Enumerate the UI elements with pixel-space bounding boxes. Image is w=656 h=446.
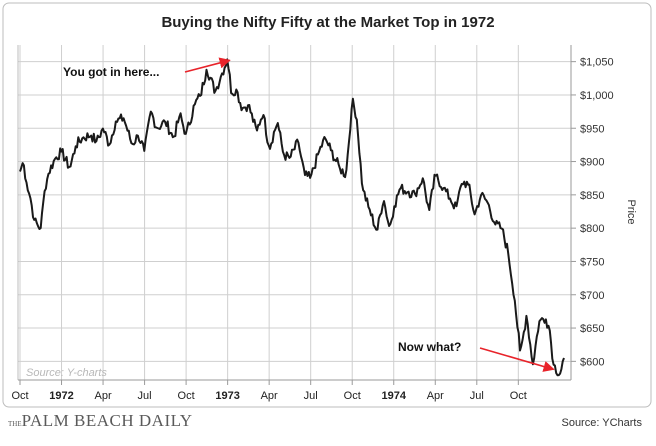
y-axis-label: Price bbox=[625, 199, 637, 224]
chart-frame bbox=[2, 2, 652, 408]
x-tick-label: Oct bbox=[11, 390, 28, 402]
y-tick-label: $600 bbox=[580, 356, 604, 368]
x-tick-label: 1974 bbox=[381, 390, 406, 402]
x-tick-label: Oct bbox=[344, 390, 361, 402]
x-tick-label: Apr bbox=[261, 390, 278, 402]
x-tick-label: Jul bbox=[470, 390, 484, 402]
y-tick-label: $700 bbox=[580, 290, 604, 302]
x-tick-label: 1973 bbox=[215, 390, 239, 402]
y-tick-label: $800 bbox=[580, 223, 604, 235]
logo-prefix: THE bbox=[8, 420, 22, 428]
grid-lines bbox=[18, 45, 571, 380]
x-tick-label: Oct bbox=[178, 390, 195, 402]
y-tick-label: $950 bbox=[580, 123, 604, 135]
x-tick-label: Apr bbox=[427, 390, 444, 402]
annotation-arrow-bottom bbox=[479, 347, 555, 372]
y-tick-label: $1,000 bbox=[580, 90, 614, 102]
price-series-line bbox=[19, 58, 565, 377]
y-axis: $600 $650 $700 $750 $800 $850 $900 $950 $1,000 $1… bbox=[571, 57, 614, 368]
annotation-now-what: Now what? bbox=[398, 340, 461, 354]
y-tick-label: $1,050 bbox=[580, 57, 614, 69]
x-axis: Oct 1972 Apr Jul Oct 1973 Apr Jul Oct 1974 Apr Jul O… bbox=[11, 380, 527, 402]
annotation-arrow-top bbox=[184, 57, 231, 73]
annotation-you-got-in-here: You got in here... bbox=[63, 65, 159, 79]
x-tick-label: Oct bbox=[510, 390, 527, 402]
y-tick-label: $900 bbox=[580, 157, 604, 169]
x-tick-label: Apr bbox=[94, 390, 111, 402]
x-tick-label: 1972 bbox=[49, 390, 73, 402]
palm-beach-daily-logo: THEPALM BEACH DAILY bbox=[8, 411, 193, 431]
watermark-source: Source: Y-charts bbox=[26, 367, 107, 379]
y-tick-label: $650 bbox=[580, 323, 604, 335]
footer-source-credit: Source: YCharts bbox=[561, 417, 642, 429]
x-tick-label: Jul bbox=[138, 390, 152, 402]
y-tick-label: $850 bbox=[580, 190, 604, 202]
chart-title: Buying the Nifty Fifty at the Market Top… bbox=[161, 14, 494, 31]
y-tick-label: $750 bbox=[580, 256, 604, 268]
logo-text: PALM BEACH DAILY bbox=[21, 411, 193, 430]
x-tick-label: Jul bbox=[304, 390, 318, 402]
